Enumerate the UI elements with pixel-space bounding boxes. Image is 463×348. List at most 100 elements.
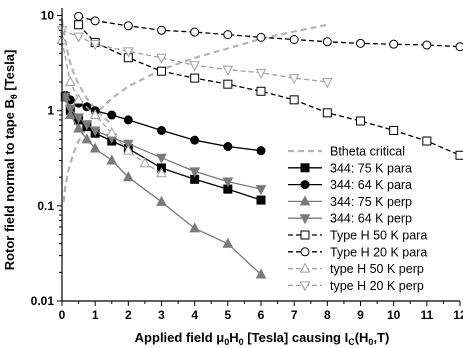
y-tick-label: 0.01 — [31, 294, 55, 308]
data-point — [123, 115, 133, 125]
data-point — [189, 167, 200, 178]
x-tick-label: 5 — [224, 308, 231, 322]
data-point — [157, 125, 166, 135]
legend-item: Type H 50 K para — [288, 229, 427, 243]
x-tick-label: 2 — [125, 308, 132, 322]
series-line — [78, 15, 461, 48]
x-tick-label: 9 — [357, 308, 364, 322]
series-4 — [59, 90, 267, 279]
data-point — [73, 113, 84, 124]
series-line — [78, 24, 461, 156]
legend-label: 344: 75 K perp — [330, 195, 412, 209]
series-9 — [56, 26, 333, 89]
legend-item: Btheta critical — [288, 145, 405, 159]
data-point — [389, 125, 399, 135]
x-tick-label: 12 — [453, 308, 463, 322]
y-axis-title: Rotor field normal to tape Bθ [Tesla] — [2, 50, 19, 271]
data-point — [255, 268, 267, 279]
data-point — [223, 142, 233, 152]
data-point — [190, 135, 200, 145]
data-point — [156, 53, 167, 64]
legend-marker — [300, 230, 310, 240]
data-point — [156, 167, 167, 178]
data-point — [289, 95, 299, 105]
data-point — [356, 38, 365, 48]
data-point — [89, 126, 101, 137]
series-line — [61, 40, 162, 174]
data-point — [89, 142, 101, 153]
legend-item: 344: 75 K perp — [288, 195, 412, 209]
data-point — [356, 116, 365, 126]
plot-layer — [56, 11, 463, 279]
x-axis-title: Applied field μ0H0 [Tesla] causing IC(H0… — [135, 330, 390, 347]
data-point — [189, 222, 200, 233]
data-point — [123, 144, 134, 155]
data-point — [157, 25, 166, 35]
data-point — [157, 66, 166, 76]
legend-item: Type H 20 K para — [288, 245, 427, 259]
legend-item: type H 20 K perp — [288, 279, 424, 293]
data-point — [288, 74, 300, 85]
x-tick-label: 0 — [59, 308, 66, 322]
data-point — [289, 34, 299, 44]
legend-label: Type H 20 K para — [330, 245, 427, 259]
series-line — [64, 94, 262, 152]
series-6 — [74, 20, 463, 160]
data-point — [190, 73, 200, 83]
x-tick-label: 11 — [420, 308, 433, 322]
legend: Btheta critical 344: 75 K para 344: 64 K p… — [288, 145, 427, 293]
data-point — [139, 157, 151, 168]
data-point — [90, 16, 100, 26]
data-point — [223, 30, 233, 40]
data-point — [222, 177, 234, 188]
legend-label: type H 50 K perp — [330, 262, 424, 276]
data-point — [389, 39, 399, 49]
data-point — [189, 61, 200, 72]
data-point — [64, 104, 76, 115]
x-tick-label: 10 — [387, 308, 401, 322]
data-point — [123, 171, 134, 182]
data-point — [73, 93, 84, 104]
data-point — [455, 150, 463, 160]
series-5 — [59, 92, 267, 196]
data-point — [74, 20, 84, 30]
data-point — [123, 47, 134, 58]
data-point — [89, 108, 101, 120]
data-point — [156, 153, 167, 164]
data-point — [223, 79, 233, 89]
data-point — [255, 68, 267, 79]
data-point — [106, 127, 118, 138]
data-point — [256, 86, 266, 96]
data-point — [73, 122, 84, 133]
legend-marker — [299, 214, 311, 225]
x-tick-label: 6 — [258, 308, 265, 322]
data-point — [89, 40, 101, 51]
series-line — [60, 19, 113, 126]
data-point — [123, 21, 133, 31]
series-1 — [60, 19, 113, 126]
x-tick-label: 1 — [92, 308, 99, 322]
data-point — [64, 75, 76, 87]
data-point — [73, 32, 84, 43]
data-point — [322, 108, 332, 118]
data-point — [74, 11, 84, 21]
data-point — [107, 110, 117, 120]
series-line — [61, 29, 328, 83]
legend-marker — [299, 195, 311, 206]
data-point — [190, 27, 200, 37]
legend-marker — [299, 262, 311, 273]
legend-label: type H 20 K perp — [330, 279, 424, 293]
legend-marker — [299, 281, 311, 292]
data-point — [322, 37, 332, 47]
data-point — [59, 92, 71, 103]
legend-label: 344: 64 K perp — [330, 212, 412, 226]
data-point — [256, 146, 266, 156]
y-tick-label: 1 — [47, 104, 54, 118]
legend-item: type H 50 K perp — [288, 262, 424, 276]
data-point — [106, 154, 118, 165]
y-tick-label: 0.1 — [37, 199, 54, 213]
data-point — [422, 136, 432, 146]
legend-item: 344: 64 K perp — [288, 212, 412, 226]
